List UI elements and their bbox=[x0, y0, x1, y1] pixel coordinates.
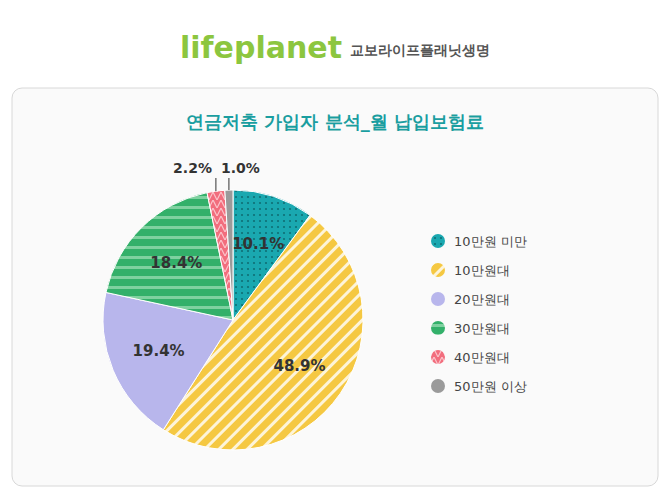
legend-label: 50만원 이상 bbox=[454, 379, 527, 394]
panel bbox=[12, 88, 658, 486]
header: lifeplanet 교보라이프플래닛생명 bbox=[180, 30, 490, 65]
legend-label: 30만원대 bbox=[454, 321, 510, 336]
legend-item: 10만원 미만 bbox=[431, 234, 527, 249]
data-label: 1.0% bbox=[221, 160, 260, 176]
legend-swatch bbox=[431, 234, 445, 248]
data-label: 18.4% bbox=[150, 254, 202, 272]
title: 연금저축 가입자 분석_월 납입보험료 bbox=[186, 111, 484, 132]
legend-label: 10만원 미만 bbox=[454, 234, 527, 249]
legend-item: 50만원 이상 bbox=[431, 379, 527, 394]
company-name: 교보라이프플래닛생명 bbox=[350, 42, 490, 58]
legend-item: 40만원대 bbox=[431, 350, 510, 365]
pie bbox=[103, 190, 363, 450]
data-label: 48.9% bbox=[273, 357, 325, 375]
legend-swatch bbox=[431, 292, 445, 306]
legend-swatch bbox=[431, 379, 445, 393]
legend: 10만원 미만 10만원대 20만원대 30만원대 40만원대 50만원 이상 bbox=[431, 234, 527, 394]
legend-swatch bbox=[431, 263, 445, 277]
legend-label: 40만원대 bbox=[454, 350, 510, 365]
slice bbox=[207, 190, 233, 320]
legend-item: 10만원대 bbox=[431, 263, 510, 278]
slice bbox=[225, 190, 233, 320]
legend-swatch bbox=[431, 321, 445, 335]
leader-line bbox=[215, 178, 216, 191]
data-label: 10.1% bbox=[232, 235, 284, 253]
logo: lifeplanet bbox=[180, 30, 342, 65]
data-label: 19.4% bbox=[133, 342, 185, 360]
legend-item: 20만원대 bbox=[431, 292, 510, 307]
data-label: 2.2% bbox=[173, 160, 212, 176]
legend-swatch bbox=[431, 350, 445, 364]
legend-label: 20만원대 bbox=[454, 292, 510, 307]
legend-label: 10만원대 bbox=[454, 263, 510, 278]
chart: lifeplanet 교보라이프플래닛생명연금저축 가입자 분석_월 납입보험료 1… bbox=[0, 0, 670, 498]
leader-line bbox=[228, 178, 229, 190]
data-labels: 10.1% 48.9% 19.4% 18.4% 2.2% 1.0% bbox=[133, 160, 326, 375]
legend-item: 30만원대 bbox=[431, 321, 510, 336]
